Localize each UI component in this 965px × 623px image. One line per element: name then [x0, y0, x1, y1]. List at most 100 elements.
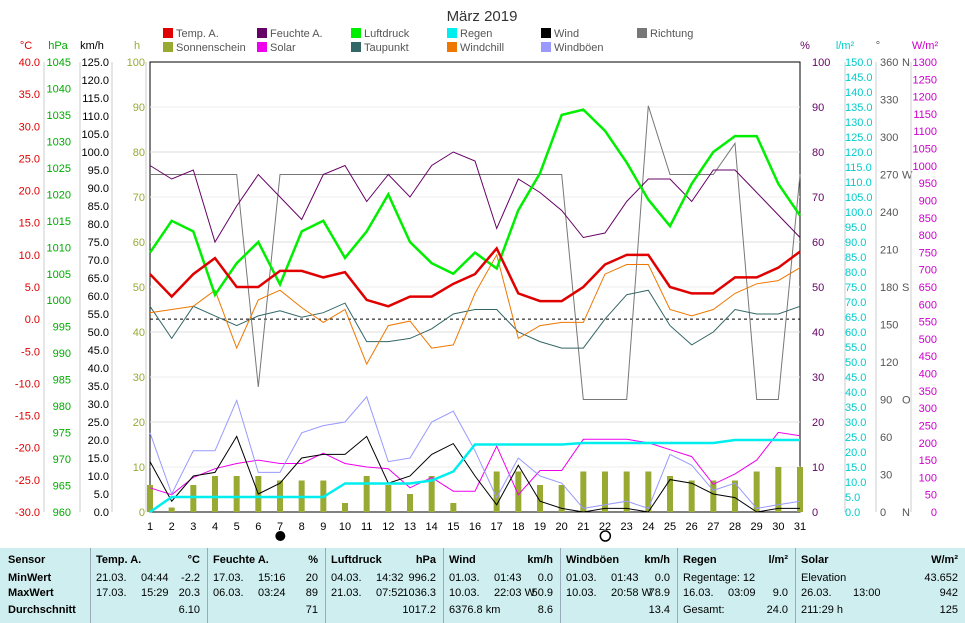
axis-tick-solar: 400: [919, 369, 937, 381]
stats-cell-date: 10.03.: [566, 587, 597, 599]
axis-tick-rain: 80.0: [845, 267, 866, 279]
axis-tick-solar: 100: [919, 472, 937, 484]
x-tick-label: 6: [255, 521, 261, 533]
stats-group: Luftdruck hPa 04.03. 14:32 996.2 21.03. 07:52 1…: [325, 548, 444, 623]
stats-cell-value: 996.2: [408, 572, 436, 584]
x-tick-label: 31: [794, 521, 806, 533]
stats-row-label: MinWert: [8, 572, 52, 584]
x-tick-label: 25: [664, 521, 676, 533]
stats-cell-value: 125: [939, 604, 958, 616]
sunshine-bar: [580, 471, 587, 512]
sunshine-bar: [688, 480, 695, 512]
x-tick-label: 18: [512, 521, 524, 533]
stats-cell-value: 942: [939, 587, 958, 599]
axis-tick-wind: 85.0: [88, 201, 109, 213]
x-tick-label: 3: [190, 521, 196, 533]
legend-swatch: [351, 42, 361, 52]
axis-tick-press: 1000: [47, 295, 71, 307]
sunshine-bar: [407, 494, 413, 512]
axis-tick-sun: 60: [133, 237, 145, 249]
x-tick-label: 24: [642, 521, 654, 533]
x-tick-label: 8: [299, 521, 305, 533]
axis-tick-solar: 450: [919, 351, 937, 363]
x-tick-label: 9: [320, 521, 326, 533]
stats-group-unit: km/h: [644, 554, 670, 566]
axis-tick-solar: 850: [919, 213, 937, 225]
axis-tick-rain: 85.0: [845, 252, 866, 264]
x-tick-label: 22: [599, 521, 611, 533]
axis-tick-wind: 45.0: [88, 345, 109, 357]
stats-group: Wind km/h 01.03. 01:43 0.0 10.03. 22:03 W 50.9 6…: [443, 548, 561, 623]
x-tick-label: 27: [707, 521, 719, 533]
axis-tick-press: 960: [53, 507, 71, 519]
stats-cell-value: 50.9: [531, 587, 553, 599]
axis-tick-dir: 300: [880, 132, 898, 144]
axis-unit-dir: °: [876, 40, 880, 52]
axis-tick-rain: 15.0: [845, 462, 866, 474]
axis-tick-hum: 60: [812, 237, 824, 249]
axis-tick-rain: 5.0: [845, 492, 860, 504]
legend-swatch: [163, 42, 173, 52]
axis-tick-press: 985: [53, 375, 71, 387]
axis-compass-label: O: [902, 395, 911, 407]
axis-tick-temp: -20.0: [15, 443, 40, 455]
axis-tick-rain: 20.0: [845, 447, 866, 459]
axis-tick-solar: 1250: [913, 74, 937, 86]
series-line-taupunkt: [149, 289, 801, 349]
axis-tick-wind: 110.0: [82, 111, 109, 123]
axis-tick-temp: -15.0: [15, 411, 40, 423]
axis-compass-label: S: [902, 282, 909, 294]
axis-tick-rain: 55.0: [845, 342, 866, 354]
stats-cell-time: 22:03 W: [494, 587, 535, 599]
axis-tick-rain: 90.0: [845, 237, 866, 249]
stats-cell-time: 20:58 W: [611, 587, 652, 599]
axis-tick-rain: 35.0: [845, 402, 866, 414]
axis-tick-press: 990: [53, 348, 71, 360]
legend-swatch: [351, 28, 361, 38]
axis-unit-press: hPa: [48, 40, 68, 52]
axis-tick-press: 1040: [47, 83, 71, 95]
axis-tick-dir: 210: [880, 245, 898, 257]
new-moon-icon: [275, 531, 286, 541]
stats-cell-value: 6.10: [178, 604, 200, 616]
stats-cell-value: 1036.3: [402, 587, 436, 599]
axis-tick-hum: 100: [812, 57, 830, 69]
series-line-temp-a-: [149, 246, 801, 308]
axis-tick-wind: 100.0: [81, 147, 109, 159]
stats-group: Temp. A. °C 21.03. 04:44 -2.2 17.03. 15:29 20.3…: [90, 548, 208, 623]
stats-cell-date: 17.03.: [96, 587, 127, 599]
axis-tick-solar: 150: [919, 455, 937, 467]
x-tick-label: 13: [404, 521, 416, 533]
stats-label-column: Sensor MinWert MaxWert Durchschnitt: [0, 548, 90, 623]
stats-cell-date: Gesamt:: [683, 604, 725, 616]
stats-group-unit: W/m²: [931, 554, 958, 566]
axis-tick-solar: 1100: [913, 126, 937, 138]
stats-header: Sensor: [8, 554, 46, 566]
full-moon-icon: [599, 530, 612, 542]
x-tick-label: 30: [772, 521, 784, 533]
axis-tick-press: 1025: [47, 163, 71, 175]
stats-cell-time: 01:43: [494, 572, 522, 584]
axis-tick-rain: 140.0: [845, 87, 873, 99]
stats-cell-time: 04:44: [141, 572, 169, 584]
axis-tick-solar: 500: [919, 334, 937, 346]
axis-tick-solar: 50: [925, 490, 937, 502]
legend-label: Windchill: [460, 42, 504, 54]
stats-cell-value: 9.0: [772, 587, 788, 599]
stats-cell-time: 15:29: [141, 587, 169, 599]
axis-tick-wind: 60.0: [88, 291, 109, 303]
axis-tick-rain: 70.0: [845, 297, 866, 309]
x-tick-label: 10: [339, 521, 351, 533]
x-tick-label: 12: [382, 521, 394, 533]
stats-cell-date: 06.03.: [213, 587, 244, 599]
axis-tick-solar: 900: [919, 195, 937, 207]
axis-tick-rain: 145.0: [845, 72, 873, 84]
series-line-feuchte-a-: [149, 151, 801, 244]
axis-tick-press: 1045: [47, 57, 71, 69]
axis-tick-solar: 750: [919, 247, 937, 259]
axis-tick-sun: 0: [139, 507, 145, 519]
grid: [150, 106, 800, 468]
chart-title: März 2019: [447, 8, 518, 25]
stats-group-unit: km/h: [527, 554, 553, 566]
